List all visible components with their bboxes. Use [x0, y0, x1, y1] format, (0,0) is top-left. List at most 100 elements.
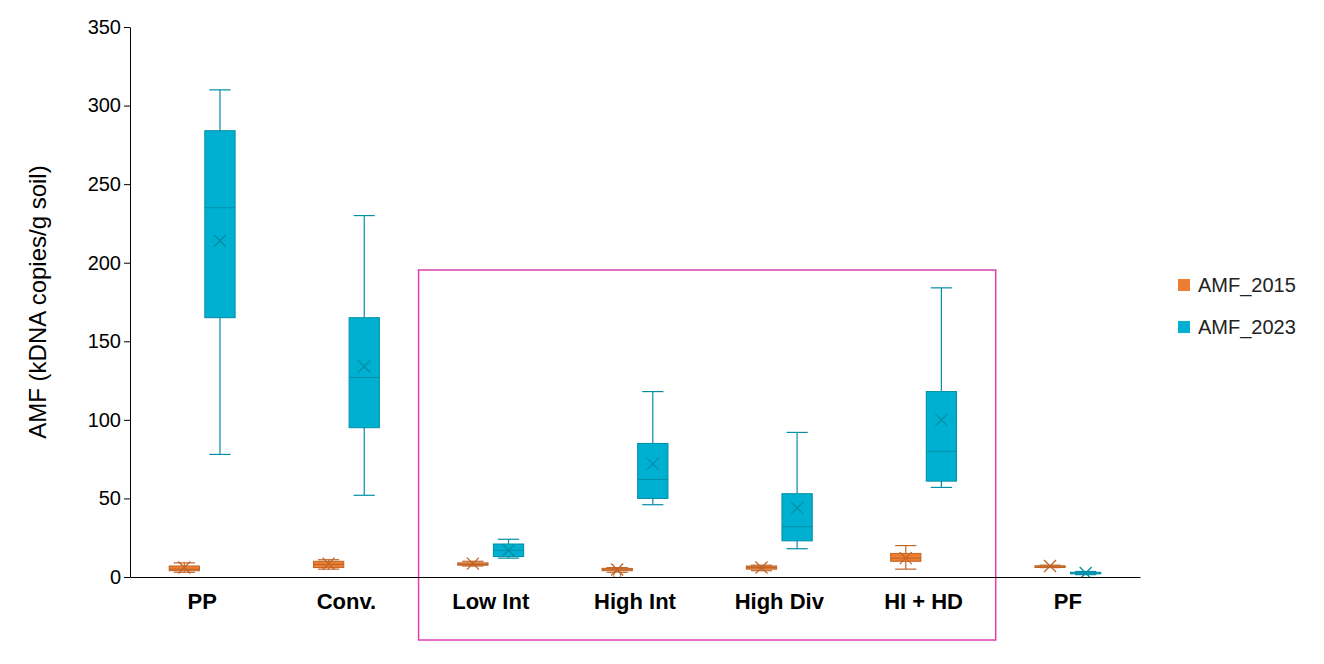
plot-area	[169, 90, 1101, 577]
mean-marker	[791, 502, 803, 514]
whisker-cap-min	[209, 454, 230, 455]
legend-label: AMF_2023	[1198, 316, 1296, 339]
legend-swatch	[1178, 321, 1190, 333]
whisker-cap-max	[462, 561, 483, 562]
legend-item: AMF_2023	[1178, 316, 1296, 339]
box	[926, 392, 956, 482]
whisker-cap-max	[318, 559, 339, 560]
mean-marker	[647, 458, 659, 470]
y-tick-mark	[124, 106, 130, 107]
y-tick-mark	[124, 498, 130, 499]
x-tick: PP	[187, 577, 216, 614]
x-tick-label: High Div	[735, 589, 825, 614]
whisker-cap-min	[931, 487, 952, 488]
y-axis-line	[130, 28, 131, 578]
y-tick-label: 0	[110, 566, 121, 588]
outlier	[614, 572, 621, 577]
whisker-cap-max	[354, 215, 375, 216]
y-tick: 200	[88, 252, 130, 274]
median	[205, 207, 235, 208]
x-axis: PP Conv. Low Int High Int High Div HI + HD PF	[131, 577, 1141, 614]
mean-marker	[214, 235, 226, 247]
x-axis-line	[131, 577, 1141, 578]
x-tick: PF	[1054, 577, 1082, 614]
whisker-cap-min	[318, 569, 339, 570]
y-tick: 50	[99, 487, 130, 509]
y-tick: 250	[88, 173, 130, 195]
y-tick-label: 250	[88, 173, 121, 195]
y-tick-label: 200	[88, 252, 121, 274]
whisker-cap-min	[498, 558, 519, 559]
whisker-cap-min	[642, 504, 663, 505]
legend-swatch	[1178, 279, 1190, 291]
whisker-cap-min	[751, 570, 772, 571]
y-tick-label: 100	[88, 409, 121, 431]
x-tick: High Div	[735, 577, 825, 614]
y-tick-mark	[124, 577, 130, 578]
mean-marker	[755, 562, 767, 574]
x-tick: HI + HD	[884, 577, 963, 614]
box	[782, 494, 812, 541]
median	[638, 479, 668, 480]
whisker-cap-min	[354, 495, 375, 496]
y-tick-mark	[124, 184, 130, 185]
whisker-cap-max	[931, 287, 952, 288]
y-tick: 350	[88, 16, 130, 38]
x-tick-label: PF	[1054, 589, 1082, 614]
y-tick-label: 150	[88, 330, 121, 352]
box-series	[169, 546, 1065, 577]
legend-label: AMF_2015	[1198, 274, 1296, 297]
median	[926, 451, 956, 452]
legend: AMF_2015 AMF_2023	[1178, 274, 1296, 339]
mean-marker	[323, 558, 335, 570]
whisker-cap-max	[209, 89, 230, 90]
whisker-cap-max	[498, 539, 519, 540]
whisker-cap-min	[895, 569, 916, 570]
y-axis-title: AMF (kDNA copies/g soil)	[24, 165, 51, 438]
mean-marker	[467, 558, 479, 570]
box	[493, 544, 523, 557]
mean-marker	[503, 544, 515, 556]
mean-marker	[1080, 567, 1092, 577]
whisker-cap-max	[895, 545, 916, 546]
y-tick: 0	[110, 566, 130, 588]
whisker-cap-max	[174, 562, 195, 563]
x-tick-label: High Int	[594, 589, 677, 614]
legend-item: AMF_2015	[1178, 274, 1296, 297]
whisker-cap-min	[174, 572, 195, 573]
x-tick: Conv.	[317, 577, 376, 614]
x-tick: High Int	[594, 577, 677, 614]
y-tick-label: 300	[88, 94, 121, 116]
box	[205, 131, 235, 318]
mean-marker	[900, 552, 912, 564]
x-tick-label: PP	[187, 589, 216, 614]
y-tick: 100	[88, 409, 130, 431]
y-tick-label: 50	[99, 487, 121, 509]
y-tick: 150	[88, 330, 130, 352]
median	[782, 526, 812, 527]
y-tick-label: 350	[88, 16, 121, 38]
box	[349, 318, 379, 428]
median	[349, 377, 379, 378]
box	[638, 443, 668, 498]
chart: 0 50 100 150 200 250 300 350 PP Conv. Low Int High …	[0, 0, 1324, 664]
whisker-cap-max	[787, 432, 808, 433]
median	[169, 569, 199, 570]
mean-marker	[935, 414, 947, 426]
y-tick: 300	[88, 94, 130, 116]
y-axis: 0 50 100 150 200 250 300 350	[88, 16, 131, 588]
mean-marker	[178, 562, 190, 574]
x-tick-label: HI + HD	[884, 589, 963, 614]
mean-marker	[358, 360, 370, 372]
y-tick-mark	[124, 420, 130, 421]
whisker-cap-min	[787, 548, 808, 549]
y-tick-mark	[124, 341, 130, 342]
highlight-frame	[419, 270, 996, 640]
x-tick-label: Low Int	[452, 589, 530, 614]
box-series	[205, 90, 1101, 577]
x-tick-label: Conv.	[317, 589, 376, 614]
mean-marker	[1044, 560, 1056, 572]
y-tick-mark	[124, 27, 130, 28]
x-tick: Low Int	[452, 577, 530, 614]
whisker-cap-max	[642, 391, 663, 392]
